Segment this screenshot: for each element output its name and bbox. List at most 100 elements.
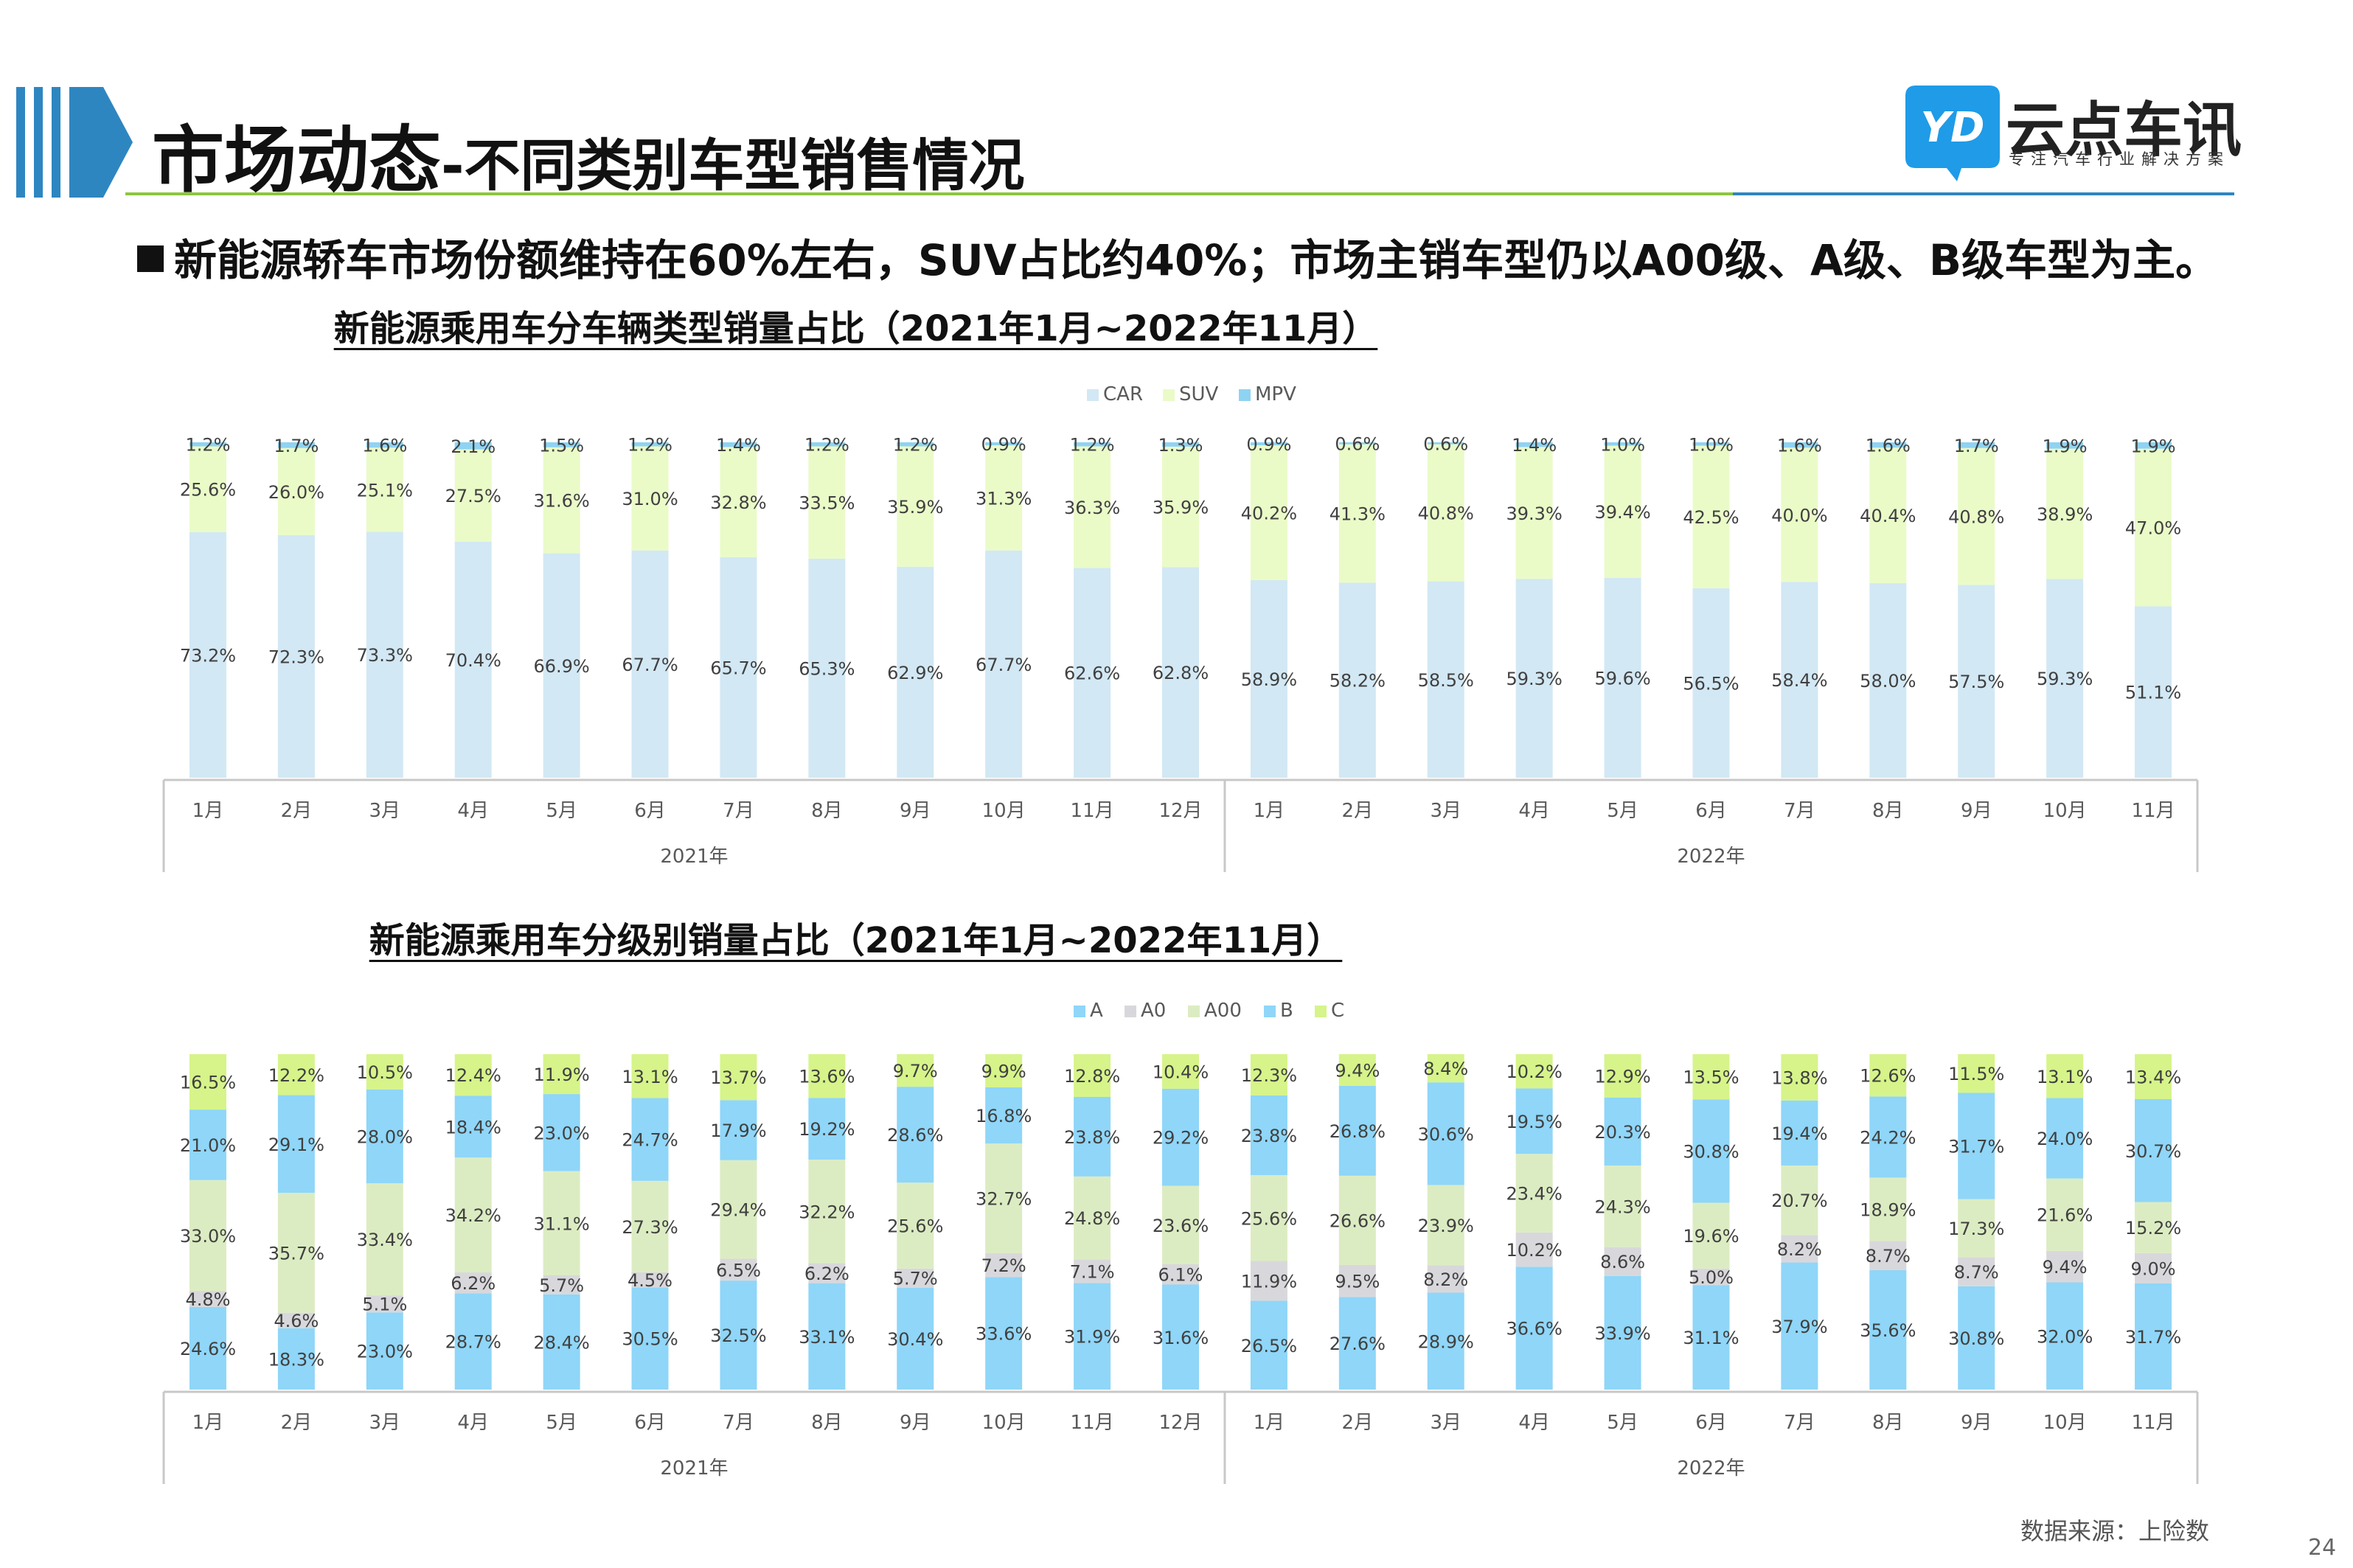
data-label: 30.8% xyxy=(1948,1328,2004,1349)
bar-c xyxy=(366,1054,403,1090)
data-label: 4.6% xyxy=(274,1311,319,1331)
chart-title-class: 新能源乘用车分级别销量占比（2021年1月~2022年11月） xyxy=(369,920,1343,961)
bar-a0 xyxy=(189,1291,226,1307)
bar-b xyxy=(631,1098,669,1181)
bar-a0 xyxy=(631,1272,669,1288)
legend-item-a00: A00 xyxy=(1188,1000,1242,1022)
bar-a00 xyxy=(1958,1199,1995,1258)
data-label: 6.2% xyxy=(804,1264,849,1284)
data-label: 8.7% xyxy=(1954,1262,1999,1283)
data-label: 4.8% xyxy=(185,1289,230,1310)
bar-mpv xyxy=(543,442,580,447)
x-tick-label: 5月 xyxy=(1607,1412,1638,1434)
data-label: 31.6% xyxy=(1153,1328,1209,1348)
bar-a xyxy=(720,1280,757,1390)
data-label: 1.7% xyxy=(274,436,319,456)
data-label: 1.2% xyxy=(628,435,672,456)
logo-mark-text: YD xyxy=(1920,104,1984,152)
data-label: 12.8% xyxy=(1064,1066,1120,1087)
bar-c xyxy=(631,1054,669,1098)
bar-c xyxy=(189,1054,226,1110)
x-tick-label: 7月 xyxy=(1784,1412,1815,1434)
bar-b xyxy=(1427,1082,1464,1185)
x-tick-label: 8月 xyxy=(1872,800,1904,822)
bar-suv xyxy=(1692,445,1730,588)
bar-a00 xyxy=(1781,1165,1818,1236)
data-label: 24.2% xyxy=(1860,1127,1916,1148)
data-label: 16.5% xyxy=(180,1073,236,1093)
bar-c xyxy=(1515,1054,1553,1089)
bar-a xyxy=(1515,1266,1553,1390)
bar-mpv xyxy=(631,442,669,447)
bar-suv xyxy=(1958,447,1995,585)
bar-car xyxy=(1958,585,1995,778)
x-tick-label: 9月 xyxy=(1961,800,1992,822)
data-label: 13.7% xyxy=(710,1067,766,1088)
legend-label: B xyxy=(1280,1000,1293,1022)
data-label: 13.8% xyxy=(1771,1067,1827,1088)
data-label: 72.3% xyxy=(268,647,324,668)
data-label: 27.3% xyxy=(622,1217,678,1238)
bar-suv xyxy=(2135,448,2172,607)
bar-a0 xyxy=(1162,1264,1199,1285)
data-label: 1.6% xyxy=(362,436,407,456)
bar-a0 xyxy=(1074,1259,1111,1283)
x-tick-label: 2月 xyxy=(1342,800,1374,822)
data-label: 35.9% xyxy=(1153,498,1209,518)
bar-mpv xyxy=(1869,442,1907,448)
group-label: 2021年 xyxy=(660,846,728,868)
data-label: 1.9% xyxy=(2043,436,2088,456)
data-label: 1.0% xyxy=(1600,434,1645,455)
data-label: 23.0% xyxy=(533,1123,589,1143)
bar-b xyxy=(1515,1088,1553,1154)
data-label: 1.9% xyxy=(2131,436,2176,456)
bar-b xyxy=(2135,1098,2172,1202)
data-label: 0.9% xyxy=(981,434,1026,455)
data-label: 31.6% xyxy=(533,491,589,512)
data-label: 10.2% xyxy=(1506,1240,1563,1261)
bar-a xyxy=(985,1277,1023,1390)
data-label: 29.4% xyxy=(710,1200,766,1221)
bar-mpv xyxy=(366,442,403,448)
data-label: 18.9% xyxy=(1860,1199,1916,1220)
bar-b xyxy=(1958,1093,1995,1199)
bar-a xyxy=(2046,1282,2084,1390)
page-title-main: 市场动态 xyxy=(152,119,442,203)
data-label: 29.1% xyxy=(268,1135,324,1155)
data-label: 11.9% xyxy=(1241,1272,1297,1292)
bar-mpv xyxy=(1074,442,1111,447)
x-tick-label: 7月 xyxy=(1784,800,1815,822)
data-label: 5.1% xyxy=(362,1295,407,1315)
bar-car xyxy=(631,550,669,778)
data-label: 40.0% xyxy=(1771,505,1827,526)
bar-c xyxy=(2046,1054,2084,1098)
data-label: 32.8% xyxy=(710,492,766,513)
data-label: 19.4% xyxy=(1771,1123,1827,1144)
bar-suv xyxy=(897,446,934,567)
data-label: 26.0% xyxy=(268,482,324,503)
legend-swatch xyxy=(1087,389,1099,401)
bar-b xyxy=(1338,1085,1376,1176)
x-tick-label: 9月 xyxy=(900,1412,931,1434)
data-label: 20.3% xyxy=(1594,1122,1650,1143)
x-tick-label: 10月 xyxy=(982,1412,1026,1434)
bar-c xyxy=(454,1054,492,1096)
bar-a00 xyxy=(1692,1202,1730,1269)
x-tick-label: 8月 xyxy=(1872,1412,1904,1434)
data-label: 28.0% xyxy=(357,1126,413,1147)
bar-a00 xyxy=(1250,1175,1287,1261)
bar-a0 xyxy=(1958,1257,1995,1286)
data-label: 59.6% xyxy=(1594,668,1650,689)
data-label: 2.1% xyxy=(451,436,496,457)
x-tick-label: 6月 xyxy=(634,1412,666,1434)
data-label: 17.3% xyxy=(1948,1219,2004,1239)
data-label: 24.8% xyxy=(1064,1208,1120,1229)
bar-c xyxy=(543,1054,580,1095)
x-tick-label: 2月 xyxy=(281,1412,313,1434)
bar-a00 xyxy=(2046,1178,2084,1251)
bar-car xyxy=(1250,580,1287,778)
bar-a xyxy=(1427,1292,1464,1390)
bar-a0 xyxy=(897,1268,934,1288)
bar-a xyxy=(2135,1283,2172,1390)
data-label: 32.7% xyxy=(976,1188,1032,1209)
